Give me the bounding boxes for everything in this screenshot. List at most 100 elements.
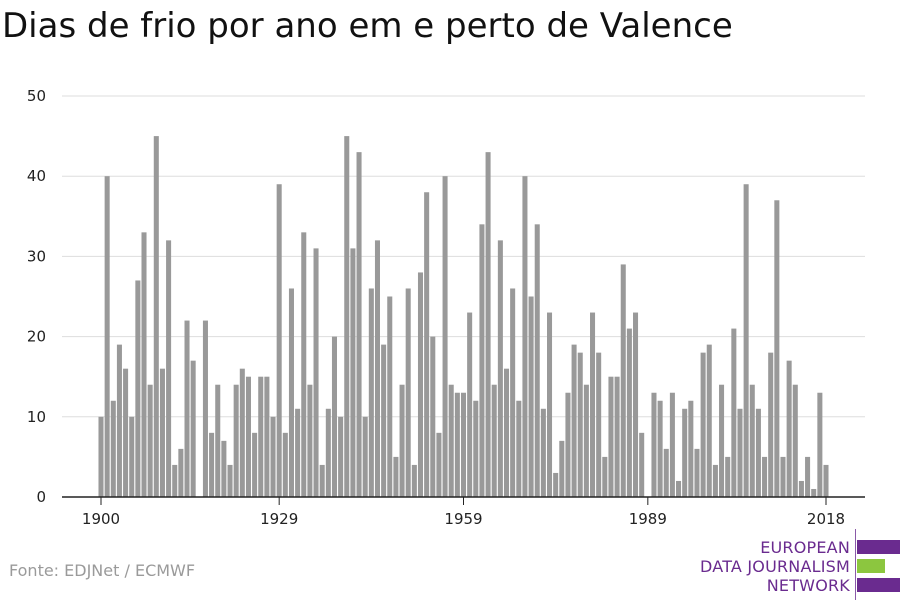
bar-1906 <box>135 280 141 497</box>
bar-1936 <box>319 464 325 497</box>
y-tick-label: 50 <box>27 87 46 105</box>
bar-1902 <box>110 400 116 497</box>
bar-2012 <box>786 360 792 497</box>
logo-divider <box>855 529 856 600</box>
logo-bar-purple-2 <box>857 578 900 592</box>
bar-2010 <box>774 200 780 497</box>
bar-1986 <box>626 328 632 497</box>
bar-2018 <box>823 464 829 497</box>
bar-1962 <box>479 224 485 497</box>
bar-1909 <box>153 136 159 497</box>
logo-line-2: DATA JOURNALISM <box>700 557 850 576</box>
bar-1942 <box>356 152 362 497</box>
bar-1946 <box>381 344 387 497</box>
bar-1908 <box>147 384 153 497</box>
bar-1960 <box>467 312 473 497</box>
bar-1955 <box>436 432 442 497</box>
bar-1912 <box>172 464 178 497</box>
bar-2009 <box>768 352 774 497</box>
bar-2017 <box>817 392 823 497</box>
bar-1915 <box>190 360 196 497</box>
bar-1971 <box>534 224 540 497</box>
bar-1967 <box>510 288 516 497</box>
bar-2013 <box>792 384 798 497</box>
bar-1900 <box>98 416 104 497</box>
bar-1934 <box>307 384 313 497</box>
bar-1940 <box>344 136 350 497</box>
bar-1978 <box>577 352 583 497</box>
y-tick-label: 10 <box>27 408 46 426</box>
bar-1979 <box>583 384 589 497</box>
bar-1990 <box>651 392 657 497</box>
bar-1932 <box>295 408 301 497</box>
bar-1941 <box>350 248 356 497</box>
bar-2007 <box>755 408 761 497</box>
bar-1948 <box>393 456 399 497</box>
y-tick-label: 0 <box>36 488 46 506</box>
bar-1920 <box>221 440 227 497</box>
bar-2014 <box>798 480 804 497</box>
bar-1923 <box>239 368 245 497</box>
bar-1943 <box>362 416 368 497</box>
bar-2003 <box>731 328 737 497</box>
bar-2016 <box>811 488 817 497</box>
x-tick-label: 1900 <box>82 510 120 528</box>
bar-1931 <box>288 288 294 497</box>
bar-2000 <box>712 464 718 497</box>
y-tick-label: 20 <box>27 328 46 346</box>
bar-1910 <box>159 368 165 497</box>
x-tick-label: 2018 <box>807 510 845 528</box>
chart-title: Dias de frio por ano em e perto de Valen… <box>2 6 733 46</box>
bar-1980 <box>590 312 596 497</box>
logo-bar-green <box>857 559 885 573</box>
bar-1993 <box>669 392 675 497</box>
bar-1974 <box>553 472 559 497</box>
bar-1907 <box>141 232 147 497</box>
bar-1930 <box>282 432 288 497</box>
bar-1947 <box>387 296 393 497</box>
bar-1958 <box>454 392 460 497</box>
bar-1961 <box>473 400 479 497</box>
bar-1917 <box>202 320 208 497</box>
bar-1996 <box>688 400 694 497</box>
bar-1922 <box>233 384 239 497</box>
bar-1969 <box>522 176 528 497</box>
bar-2001 <box>719 384 725 497</box>
bar-1977 <box>571 344 577 497</box>
bar-1991 <box>657 400 663 497</box>
x-tick-label: 1959 <box>444 510 482 528</box>
bar-1963 <box>485 152 491 497</box>
bar-1935 <box>313 248 319 497</box>
bar-1965 <box>497 240 503 498</box>
bar-2011 <box>780 456 786 497</box>
bar-1918 <box>209 432 215 497</box>
source-credit: Fonte: EDJNet / ECMWF <box>9 561 196 580</box>
bar-1985 <box>620 264 626 497</box>
bar-1949 <box>399 384 405 497</box>
bar-1952 <box>417 272 424 497</box>
bar-1926 <box>258 376 264 497</box>
bar-1956 <box>442 176 448 497</box>
bar-1925 <box>252 432 258 497</box>
bar-1982 <box>602 456 608 497</box>
bar-1911 <box>166 240 172 498</box>
bar-1914 <box>184 320 190 497</box>
bar-1951 <box>411 464 417 497</box>
bar-1998 <box>700 352 706 497</box>
bar-2005 <box>743 184 749 497</box>
bar-1938 <box>331 336 337 497</box>
bar-1927 <box>264 376 270 497</box>
logo-line-1: EUROPEAN <box>760 538 850 557</box>
bar-1987 <box>633 312 639 497</box>
bar-1905 <box>129 416 135 497</box>
bar-1995 <box>682 408 688 497</box>
bar-1957 <box>448 384 454 497</box>
bar-1921 <box>227 464 233 497</box>
bar-1924 <box>245 376 251 497</box>
bar-1901 <box>104 176 110 497</box>
bar-2004 <box>737 408 743 497</box>
bar-1972 <box>540 408 546 497</box>
logo-bar-purple <box>857 540 900 554</box>
y-tick-label: 30 <box>27 247 46 265</box>
bar-1970 <box>528 296 534 497</box>
